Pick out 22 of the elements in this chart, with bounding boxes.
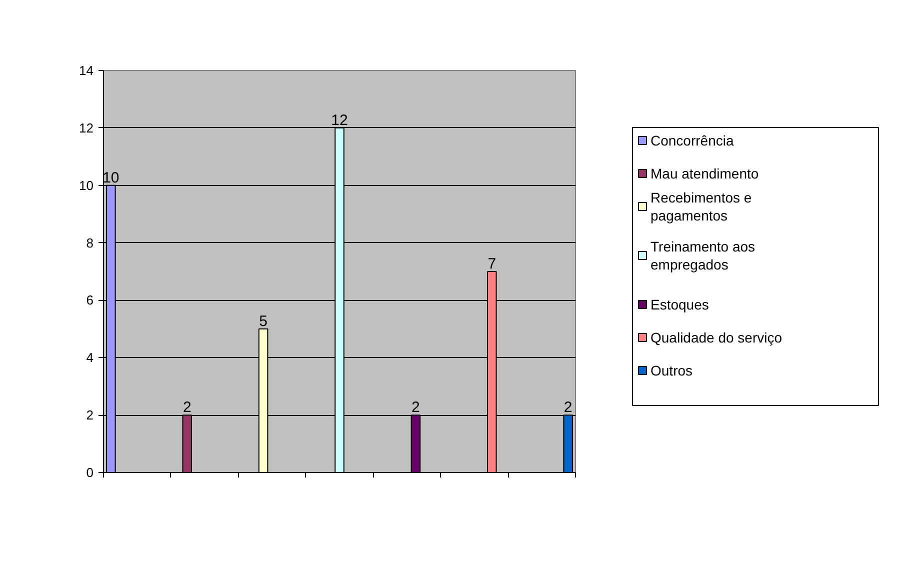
data-label: 10 <box>102 169 120 186</box>
y-tick-label: 8 <box>86 235 94 250</box>
legend-label: Qualidade do serviço <box>650 330 782 346</box>
y-tick-label: 0 <box>86 465 94 480</box>
legend-label: Concorrência <box>650 132 734 148</box>
y-tick-label: 10 <box>79 178 94 193</box>
data-label: 7 <box>488 256 496 272</box>
y-tick-label: 2 <box>86 408 94 423</box>
data-label: 5 <box>259 312 268 330</box>
data-label: 2 <box>412 399 420 416</box>
data-label: 2 <box>182 399 192 416</box>
legend-label: Outros <box>650 362 693 378</box>
legend-label: Estoques <box>650 296 709 312</box>
legend-label: Mau atendimento <box>650 166 759 182</box>
legend-label: Treinamento aos empregados <box>650 238 756 273</box>
data-label: 12 <box>331 112 348 129</box>
y-tick-label: 12 <box>79 120 94 136</box>
y-tick-label: 14 <box>79 63 94 78</box>
data-label: 2 <box>564 399 572 416</box>
y-tick-label: 4 <box>86 350 94 366</box>
legend-label: Recebimentos e pagamentos <box>650 189 752 224</box>
y-tick-label: 6 <box>86 292 94 308</box>
